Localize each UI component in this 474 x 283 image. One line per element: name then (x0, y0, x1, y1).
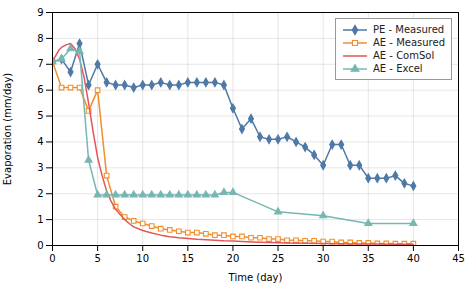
svg-text:45: 45 (452, 253, 465, 264)
svg-text:5: 5 (37, 110, 43, 121)
html-text:AE - Measured: AE - Measured (373, 37, 445, 48)
svg-text:2: 2 (37, 188, 43, 199)
html-text:PE - Measured: PE - Measured (373, 24, 445, 35)
svg-text:1: 1 (37, 214, 43, 225)
svg-text:30: 30 (317, 253, 330, 264)
svg-text:Time (day): Time (day) (228, 272, 283, 283)
svg-text:15: 15 (181, 253, 194, 264)
svg-text:6: 6 (37, 84, 43, 95)
svg-text:35: 35 (362, 253, 375, 264)
html-text:AE - ComSol: AE - ComSol (373, 50, 435, 61)
svg-text:5: 5 (94, 253, 100, 264)
svg-text:0: 0 (49, 253, 55, 264)
svg-text:4: 4 (37, 136, 43, 147)
svg-text:9: 9 (37, 7, 43, 18)
svg-text:8: 8 (37, 33, 43, 44)
svg-text:7: 7 (37, 58, 43, 69)
svg-text:Evaporation (mm/day): Evaporation (mm/day) (2, 73, 13, 186)
svg-text:10: 10 (136, 253, 149, 264)
html-text:AE - Excel: AE - Excel (373, 63, 423, 74)
svg-text:20: 20 (227, 253, 240, 264)
svg-text:40: 40 (407, 253, 420, 264)
svg-text:3: 3 (37, 162, 43, 173)
svg-text:0: 0 (37, 240, 43, 251)
svg-text:25: 25 (272, 253, 285, 264)
